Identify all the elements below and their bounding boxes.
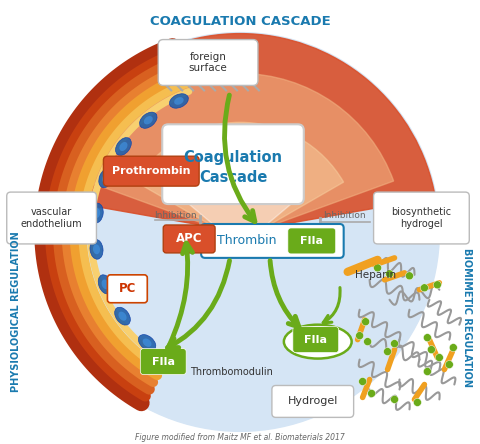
FancyBboxPatch shape <box>373 192 469 244</box>
FancyBboxPatch shape <box>162 124 304 204</box>
Circle shape <box>359 377 367 385</box>
Circle shape <box>391 340 398 348</box>
Circle shape <box>373 264 382 272</box>
Text: Hydrogel: Hydrogel <box>288 396 338 406</box>
FancyBboxPatch shape <box>103 156 199 186</box>
Text: biosynthetic
hydrogel: biosynthetic hydrogel <box>391 207 452 229</box>
Wedge shape <box>86 73 394 237</box>
Circle shape <box>361 318 370 326</box>
Ellipse shape <box>143 338 152 347</box>
FancyBboxPatch shape <box>293 327 339 353</box>
Circle shape <box>423 333 432 341</box>
Text: Inhibition: Inhibition <box>324 210 366 219</box>
Ellipse shape <box>138 335 156 351</box>
Ellipse shape <box>99 169 113 188</box>
Circle shape <box>406 272 413 280</box>
Text: Inhibition: Inhibition <box>154 210 196 219</box>
Circle shape <box>433 281 442 289</box>
Circle shape <box>391 396 398 404</box>
Circle shape <box>368 389 375 397</box>
Ellipse shape <box>152 353 174 363</box>
Ellipse shape <box>115 307 131 325</box>
FancyBboxPatch shape <box>108 275 147 303</box>
Circle shape <box>385 270 394 278</box>
Circle shape <box>420 284 429 292</box>
FancyBboxPatch shape <box>140 349 186 375</box>
Text: PHYSIOLOGICAL REGULATION: PHYSIOLOGICAL REGULATION <box>11 231 21 392</box>
Circle shape <box>445 361 453 369</box>
FancyBboxPatch shape <box>272 385 354 417</box>
FancyBboxPatch shape <box>158 40 258 85</box>
Ellipse shape <box>119 312 127 321</box>
Ellipse shape <box>140 112 157 128</box>
Text: BIOMIMETIC REGULATION: BIOMIMETIC REGULATION <box>462 248 472 387</box>
Ellipse shape <box>102 173 109 183</box>
Ellipse shape <box>169 94 188 108</box>
Ellipse shape <box>120 142 128 151</box>
Text: vascular
endothelium: vascular endothelium <box>21 207 83 229</box>
Wedge shape <box>136 122 344 242</box>
Text: foreign
surface: foreign surface <box>189 52 228 73</box>
Text: FIIa: FIIa <box>152 357 175 367</box>
Circle shape <box>427 345 435 353</box>
Text: Figure modified from Maitz MF et al. Biomaterials 2017: Figure modified from Maitz MF et al. Bio… <box>135 433 345 442</box>
Text: Heparin: Heparin <box>355 270 396 280</box>
Circle shape <box>423 368 432 376</box>
Wedge shape <box>182 171 298 247</box>
FancyBboxPatch shape <box>288 228 336 254</box>
Ellipse shape <box>284 325 352 359</box>
Text: Thrombomodulin: Thrombomodulin <box>190 367 273 377</box>
Text: Thrombin: Thrombin <box>217 234 277 247</box>
Ellipse shape <box>90 239 103 259</box>
FancyBboxPatch shape <box>7 192 96 244</box>
Ellipse shape <box>116 138 132 155</box>
Circle shape <box>384 348 392 356</box>
Circle shape <box>356 332 364 340</box>
Text: COAGULATION CASCADE: COAGULATION CASCADE <box>150 15 330 28</box>
Circle shape <box>413 398 421 406</box>
Circle shape <box>41 32 439 431</box>
Circle shape <box>435 353 444 361</box>
FancyBboxPatch shape <box>163 225 215 253</box>
Circle shape <box>449 344 457 352</box>
Ellipse shape <box>144 116 153 124</box>
Ellipse shape <box>174 97 184 105</box>
Text: APC: APC <box>176 233 203 246</box>
Circle shape <box>364 337 372 345</box>
Text: FIIa: FIIa <box>300 236 323 246</box>
Text: Prothrombin: Prothrombin <box>112 166 191 176</box>
Wedge shape <box>45 34 435 232</box>
Text: Coagulation: Coagulation <box>183 150 283 165</box>
Text: PC: PC <box>119 282 136 295</box>
Ellipse shape <box>98 275 112 294</box>
Ellipse shape <box>90 203 103 223</box>
Text: FIIa: FIIa <box>304 335 327 345</box>
Ellipse shape <box>93 244 100 254</box>
Ellipse shape <box>102 280 109 289</box>
Text: Cascade: Cascade <box>199 170 267 185</box>
Ellipse shape <box>93 208 100 218</box>
FancyBboxPatch shape <box>201 224 344 258</box>
